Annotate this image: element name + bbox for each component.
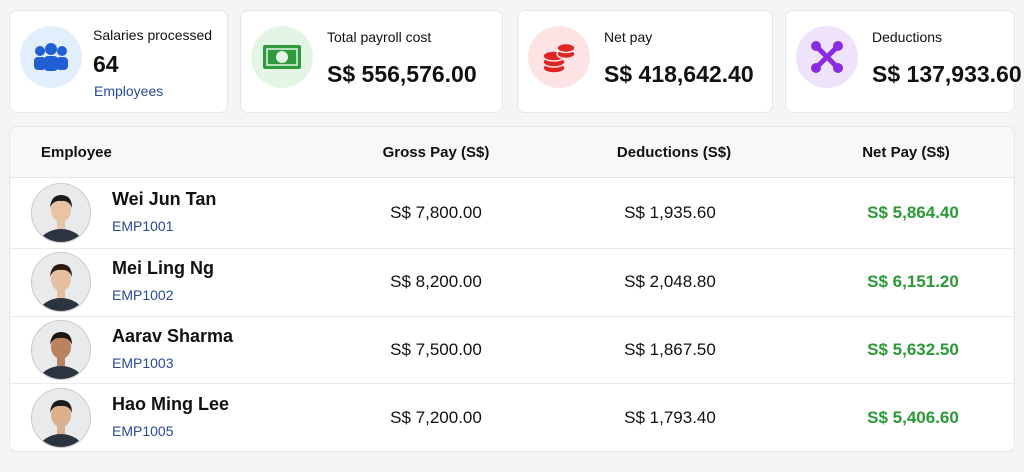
employee-name: Mei Ling Ng bbox=[112, 258, 214, 278]
table-header: Employee Gross Pay (S$) Deductions (S$) … bbox=[10, 127, 1014, 178]
card-value: S$ 137,933.60 bbox=[872, 61, 1022, 87]
avatar bbox=[31, 252, 91, 312]
gross-pay: S$ 7,500.00 bbox=[390, 339, 482, 359]
card-label: Net pay bbox=[604, 29, 653, 45]
employee-id: EMP1005 bbox=[112, 422, 174, 439]
table-row: Mei Ling Ng EMP1002 S$ 8,200.00 S$ 2,048.80… bbox=[10, 248, 1014, 317]
card-label: Deductions bbox=[872, 29, 943, 45]
coins-icon bbox=[528, 26, 590, 88]
deductions: S$ 2,048.80 bbox=[624, 272, 716, 291]
payroll-table: Employee Gross Pay (S$) Deductions (S$) … bbox=[9, 126, 1015, 452]
summary-card: Total payroll cost S$ 556,576.00 bbox=[240, 10, 503, 113]
net-pay: S$ 6,151.20 bbox=[867, 272, 959, 291]
deductions-icon bbox=[796, 26, 858, 88]
card-value: S$ 556,576.00 bbox=[327, 61, 477, 87]
column-header: Net Pay (S$) bbox=[862, 144, 950, 161]
avatar bbox=[31, 319, 91, 380]
summary-card: Deductions S$ 137,933.60 bbox=[785, 10, 1022, 113]
summary-card: Salaries processed 64 Employees bbox=[9, 10, 228, 113]
card-label: Total payroll cost bbox=[327, 29, 432, 45]
gross-pay: S$ 7,200.00 bbox=[390, 407, 482, 427]
employee-name: Aarav Sharma bbox=[112, 325, 234, 346]
deductions: S$ 1,867.50 bbox=[624, 339, 716, 359]
employee-id: EMP1001 bbox=[112, 217, 174, 234]
column-header: Employee bbox=[41, 144, 112, 161]
table-row: Wei Jun Tan EMP1001 S$ 7,800.00 S$ 1,935.60… bbox=[10, 177, 1014, 249]
gross-pay: S$ 8,200.00 bbox=[390, 272, 482, 291]
employee-id: EMP1003 bbox=[112, 354, 174, 371]
employee-name: Hao Ming Lee bbox=[112, 393, 230, 414]
employee-id: EMP1002 bbox=[112, 287, 174, 303]
net-pay: S$ 5,632.50 bbox=[867, 339, 959, 359]
avatar bbox=[31, 387, 91, 448]
people-icon bbox=[20, 26, 82, 88]
column-header: Deductions (S$) bbox=[616, 144, 732, 161]
avatar bbox=[31, 182, 91, 243]
employee-name: Wei Jun Tan bbox=[112, 188, 217, 209]
deductions: S$ 1,793.40 bbox=[624, 407, 716, 427]
column-header: Gross Pay (S$) bbox=[382, 144, 490, 161]
gross-pay: S$ 7,800.00 bbox=[390, 202, 482, 222]
card-value: S$ 418,642.40 bbox=[604, 61, 754, 87]
net-pay: S$ 5,406.60 bbox=[867, 407, 959, 427]
table-row: Aarav Sharma EMP1003 S$ 7,500.00 S$ 1,867.5… bbox=[10, 316, 1014, 384]
money-icon bbox=[251, 26, 313, 88]
card-value: 64 bbox=[93, 51, 119, 77]
summary-card: Net pay S$ 418,642.40 bbox=[517, 10, 773, 113]
deductions: S$ 1,935.60 bbox=[624, 202, 716, 222]
table-row: Hao Ming Lee EMP1005 S$ 7,200.00 S$ 1,793.4… bbox=[10, 383, 1014, 451]
card-sublabel: Employees bbox=[94, 83, 164, 99]
card-label: Salaries processed bbox=[93, 27, 213, 43]
net-pay: S$ 5,864.40 bbox=[867, 202, 959, 222]
